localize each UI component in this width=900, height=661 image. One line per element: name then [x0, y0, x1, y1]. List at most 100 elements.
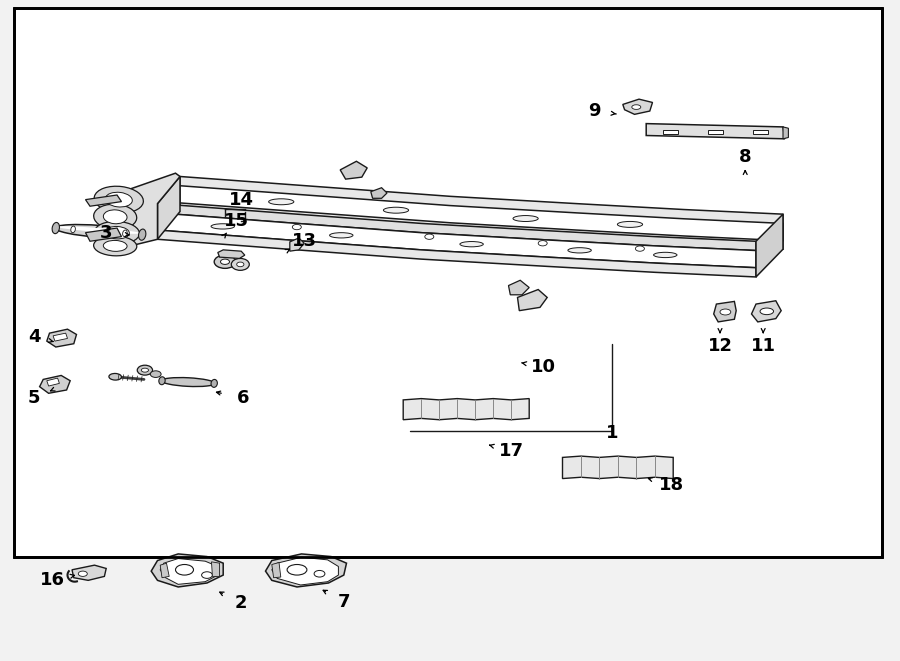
FancyBboxPatch shape [14, 8, 882, 557]
Polygon shape [571, 241, 617, 259]
Polygon shape [180, 176, 783, 249]
Polygon shape [319, 225, 364, 243]
Polygon shape [340, 161, 367, 179]
Ellipse shape [425, 234, 434, 239]
Polygon shape [450, 233, 497, 252]
Text: 3: 3 [100, 223, 112, 242]
Ellipse shape [460, 241, 483, 247]
Ellipse shape [211, 223, 234, 229]
Text: 12: 12 [707, 337, 733, 356]
Polygon shape [708, 130, 723, 134]
Polygon shape [403, 399, 529, 420]
Polygon shape [272, 563, 281, 578]
Ellipse shape [237, 262, 244, 266]
Ellipse shape [538, 241, 547, 246]
Text: 14: 14 [229, 190, 254, 209]
Text: 9: 9 [588, 102, 600, 120]
Ellipse shape [383, 208, 409, 214]
Polygon shape [518, 290, 547, 311]
Polygon shape [47, 329, 76, 347]
Ellipse shape [94, 204, 137, 229]
Polygon shape [753, 130, 768, 134]
Ellipse shape [268, 199, 293, 205]
Text: 10: 10 [531, 358, 556, 376]
Polygon shape [290, 238, 304, 251]
Polygon shape [266, 554, 346, 587]
Ellipse shape [122, 230, 127, 237]
Ellipse shape [55, 225, 143, 238]
Ellipse shape [52, 223, 59, 233]
Polygon shape [756, 214, 783, 277]
Polygon shape [40, 375, 70, 393]
Ellipse shape [71, 226, 76, 233]
Ellipse shape [653, 253, 677, 258]
Text: 17: 17 [499, 442, 524, 460]
Polygon shape [86, 228, 122, 241]
Ellipse shape [287, 564, 307, 575]
Ellipse shape [109, 373, 122, 380]
Ellipse shape [214, 255, 236, 268]
Ellipse shape [292, 224, 302, 230]
Text: 4: 4 [28, 328, 40, 346]
Ellipse shape [104, 241, 127, 251]
Polygon shape [562, 456, 673, 479]
Text: 16: 16 [40, 571, 65, 590]
Text: 5: 5 [28, 389, 40, 407]
Polygon shape [201, 215, 243, 234]
Text: 13: 13 [292, 231, 317, 250]
Text: 1: 1 [606, 424, 618, 442]
Ellipse shape [150, 371, 161, 377]
Text: 7: 7 [338, 592, 350, 611]
Ellipse shape [617, 221, 643, 227]
Ellipse shape [513, 215, 538, 221]
Ellipse shape [94, 236, 137, 256]
Ellipse shape [760, 308, 773, 315]
Polygon shape [160, 563, 169, 578]
Ellipse shape [329, 233, 353, 238]
Polygon shape [180, 186, 783, 241]
Ellipse shape [220, 259, 230, 264]
Text: 18: 18 [659, 476, 684, 494]
Ellipse shape [94, 186, 143, 213]
Text: 2: 2 [235, 594, 248, 612]
Ellipse shape [161, 377, 215, 387]
Ellipse shape [211, 379, 218, 387]
Ellipse shape [94, 221, 140, 244]
Ellipse shape [105, 192, 132, 207]
Polygon shape [371, 188, 387, 198]
Text: 11: 11 [751, 337, 776, 356]
Polygon shape [72, 565, 106, 580]
Polygon shape [783, 127, 788, 139]
Ellipse shape [568, 248, 591, 253]
Ellipse shape [202, 572, 212, 578]
Text: 15: 15 [224, 212, 249, 230]
Polygon shape [714, 301, 736, 322]
Ellipse shape [137, 365, 153, 375]
Ellipse shape [314, 570, 325, 577]
Polygon shape [623, 99, 652, 114]
Polygon shape [151, 554, 223, 587]
Polygon shape [47, 378, 59, 386]
Ellipse shape [632, 104, 641, 109]
Polygon shape [158, 213, 756, 268]
Polygon shape [104, 173, 180, 253]
Polygon shape [212, 562, 220, 576]
Ellipse shape [104, 227, 130, 239]
Ellipse shape [231, 258, 249, 270]
Polygon shape [218, 250, 245, 258]
Ellipse shape [176, 564, 194, 575]
Ellipse shape [720, 309, 731, 315]
Ellipse shape [635, 246, 644, 251]
Polygon shape [508, 280, 529, 295]
Ellipse shape [141, 368, 149, 372]
Ellipse shape [158, 377, 166, 385]
Text: 8: 8 [739, 148, 752, 167]
Polygon shape [158, 204, 783, 249]
Ellipse shape [104, 210, 127, 224]
Polygon shape [158, 230, 756, 277]
Polygon shape [646, 124, 785, 139]
Polygon shape [666, 245, 713, 264]
Ellipse shape [78, 571, 87, 576]
Polygon shape [158, 204, 756, 251]
Polygon shape [160, 559, 218, 584]
